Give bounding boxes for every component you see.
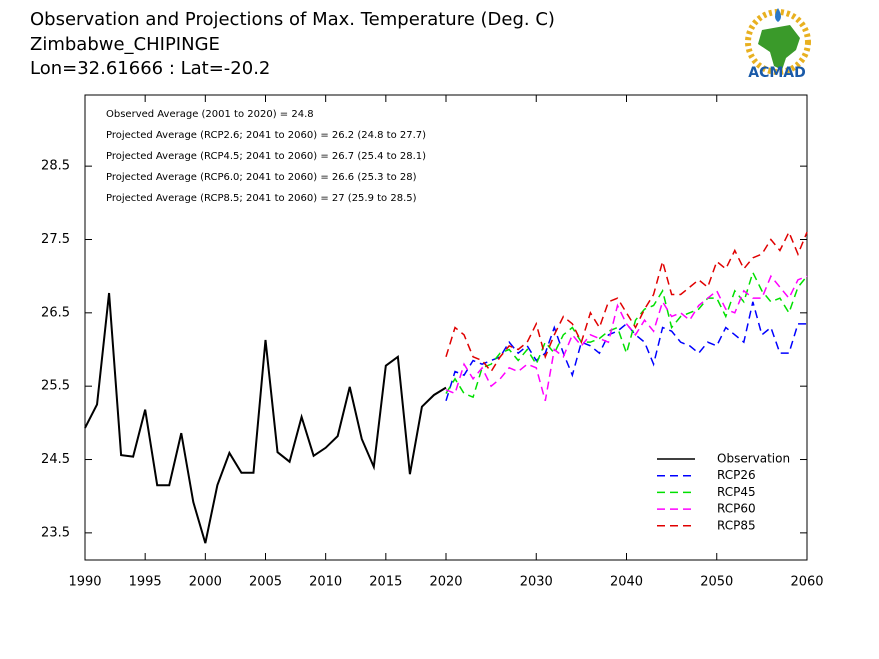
x-tick-label: 2010 (309, 575, 342, 590)
y-tick-label: 24.5 (41, 452, 70, 467)
annotation: Projected Average (RCP6.0; 2041 to 2060)… (106, 172, 417, 183)
series-line (445, 270, 808, 399)
logo-text: ACMAD (748, 65, 806, 81)
annotation: Projected Average (RCP2.6; 2041 to 2060)… (106, 130, 426, 141)
x-tick-label: 2005 (249, 575, 282, 590)
series-line (445, 301, 807, 402)
legend-label: RCP45 (717, 485, 756, 499)
y-tick-label: 28.5 (41, 159, 70, 174)
x-tick-label: 1990 (68, 575, 101, 590)
y-tick-label: 27.5 (41, 232, 70, 247)
logo-drop (775, 8, 781, 22)
x-tick-label: 1995 (129, 575, 162, 590)
annotation: Observed Average (2001 to 2020) = 24.8 (106, 109, 314, 120)
logo-map (758, 25, 800, 70)
legend-label: RCP26 (717, 468, 756, 482)
chart-title: Observation and Projections of Max. Temp… (30, 9, 555, 30)
logo: ACMAD (745, 8, 811, 81)
series-line (84, 292, 447, 544)
x-tick-label: 2040 (610, 575, 643, 590)
x-tick-label: 2030 (520, 575, 553, 590)
legend-label: Observation (717, 452, 790, 466)
legend-label: RCP85 (717, 518, 756, 532)
y-tick-label: 23.5 (41, 525, 70, 540)
series-line (445, 230, 808, 373)
x-tick-label: 2015 (369, 575, 402, 590)
legend-label: RCP60 (717, 502, 756, 516)
annotation: Projected Average (RCP8.5; 2041 to 2060)… (106, 193, 417, 204)
y-tick-label: 26.5 (41, 305, 70, 320)
x-tick-label: 2000 (189, 575, 222, 590)
series-line (445, 274, 808, 402)
annotation: Projected Average (RCP4.5; 2041 to 2060)… (106, 151, 426, 162)
y-tick-label: 25.5 (41, 379, 70, 394)
logo-rays (745, 9, 811, 75)
chart-subtitle: Zimbabwe_CHIPINGE (30, 34, 220, 55)
x-tick-label: 2020 (429, 575, 462, 590)
x-tick-label: 2050 (700, 575, 733, 590)
location: Lon=32.61666 : Lat=-20.2 (30, 58, 270, 79)
x-tick-label: 2060 (790, 575, 823, 590)
